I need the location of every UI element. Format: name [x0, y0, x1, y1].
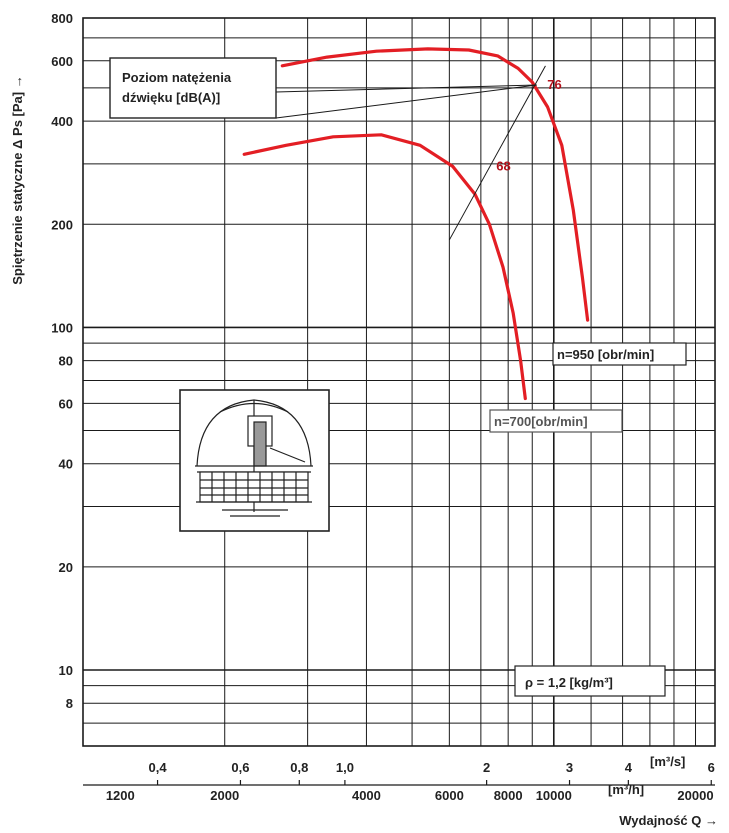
- noise-leader-line: [275, 84, 537, 119]
- x-tick-label-m3s: 2: [483, 760, 490, 775]
- curve-950-label: n=950 [obr/min]: [557, 347, 654, 362]
- x-axis-title: Wydajność Q →: [619, 813, 718, 828]
- y-tick-label: 8: [66, 696, 73, 711]
- curve-950-label-box: n=950 [obr/min]: [552, 342, 687, 366]
- x-tick-label-m3s: 0,6: [231, 760, 249, 775]
- x-tick-label-m3h: 8000: [494, 788, 523, 803]
- axes: 800 600 400 200 100 80 60 40 20 10 8 0,4 0,6 0,8 1,0 2 3…: [51, 11, 715, 803]
- curve-700: [242, 133, 527, 401]
- noise-label-68: 68: [496, 158, 510, 173]
- series-layer: 76 68: [242, 47, 590, 401]
- y-axis-title: Spiętrzenie statyczne Δ Ps [Pa] →: [10, 75, 25, 284]
- x-tick-label-m3h: 2000: [210, 788, 239, 803]
- curve-700-label-box: n=700[obr/min]: [489, 409, 623, 433]
- x-tick-label-m3s: 6: [708, 760, 715, 775]
- x-tick-label-m3h: 1200: [106, 788, 135, 803]
- x-tick-label-m3s: 0,8: [290, 760, 308, 775]
- y-tick-label: 40: [59, 457, 73, 472]
- x-tick-label-m3s: 1,0: [336, 760, 354, 775]
- y-tick-label: 200: [51, 217, 73, 232]
- noise-level-text-2: dźwięku [dB(A)]: [122, 90, 220, 105]
- x-tick-label-m3h: 4000: [352, 788, 381, 803]
- density-box: ρ = 1,2 [kg/m³]: [514, 665, 666, 697]
- y-tick-label: 400: [51, 114, 73, 129]
- plot-frame: [82, 17, 716, 747]
- noise-level-text-1: Poziom natężenia: [122, 70, 232, 85]
- x-tick-label-m3h: 10000: [536, 788, 572, 803]
- x-tick-label-m3s: 0,4: [149, 760, 168, 775]
- y-tick-label: 100: [51, 320, 73, 335]
- x-tick-label-m3h: 20000: [677, 788, 713, 803]
- y-tick-label: 60: [59, 396, 73, 411]
- roof-fan-icon: [179, 389, 330, 532]
- noise-scale-line: [448, 65, 546, 241]
- curve-950: [280, 47, 590, 322]
- y-tick-label: 800: [51, 11, 73, 26]
- x-unit-m3s: [m³/s]: [650, 754, 685, 769]
- y-tick-label: 80: [59, 354, 73, 369]
- density-label: ρ = 1,2 [kg/m³]: [525, 675, 613, 690]
- x-tick-label-m3s: 4: [625, 760, 633, 775]
- grid: [82, 17, 716, 747]
- noise-label-76: 76: [547, 77, 561, 92]
- curve-700-label: n=700[obr/min]: [494, 414, 588, 429]
- noise-leader-line: [275, 84, 537, 93]
- y-tick-label: 600: [51, 54, 73, 69]
- y-tick-label: 20: [59, 560, 73, 575]
- x-tick-label-m3s: 3: [566, 760, 573, 775]
- y-tick-label: 10: [59, 663, 73, 678]
- noise-level-box: Poziom natężenia dźwięku [dB(A)]: [109, 57, 277, 119]
- x-unit-m3h: [m³/h]: [608, 782, 644, 797]
- x-tick-label-m3h: 6000: [435, 788, 464, 803]
